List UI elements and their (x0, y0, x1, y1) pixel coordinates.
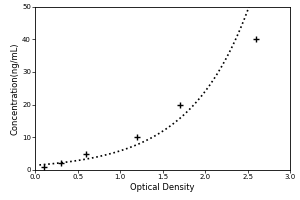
Y-axis label: Concentration(ng/mL): Concentration(ng/mL) (10, 42, 19, 135)
X-axis label: Optical Density: Optical Density (130, 183, 195, 192)
